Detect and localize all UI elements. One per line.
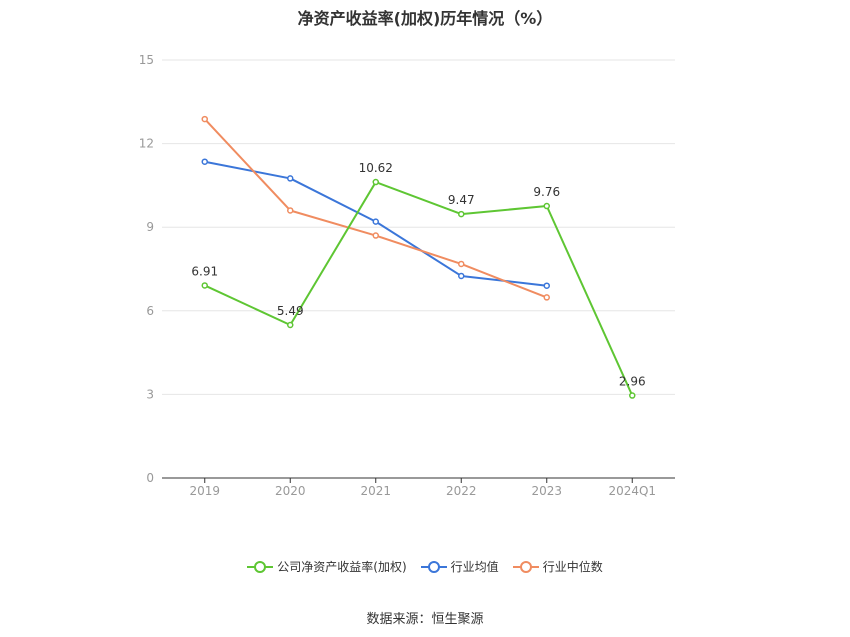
data-point [287,175,294,182]
data-point [458,210,465,218]
data-labels: 6.91 5.49 10.62 9.47 9.76 2.96 [191,161,645,388]
x-tick-label: 2020 [275,484,306,498]
x-tick-label: 2023 [531,484,562,498]
legend: 公司净资产收益率(加权) 行业均值 行业中位数 [0,558,850,575]
legend-item[interactable]: 行业中位数 [512,558,603,575]
data-label: 5.49 [277,304,304,318]
y-tick-label: 12 [139,137,154,151]
data-point [201,158,208,165]
legend-swatch-icon [512,560,539,573]
x-tick-label: 2019 [189,484,220,498]
legend-swatch-icon [420,560,447,573]
data-label: 6.91 [191,264,218,278]
data-label: 2.96 [619,375,646,389]
y-tick-label: 0 [146,471,154,485]
series-lines [201,115,636,399]
data-point [458,260,465,268]
legend-item[interactable]: 行业均值 [420,558,499,575]
data-point [372,178,379,186]
legend-item[interactable]: 公司净资产收益率(加权) [247,558,407,575]
y-tick-label: 3 [146,387,154,401]
data-point [201,115,208,123]
data-label: 10.62 [359,161,393,175]
y-tick-label: 9 [146,220,154,234]
x-tick-label: 2022 [446,484,477,498]
data-label: 9.47 [448,193,475,207]
data-point [543,294,550,301]
data-point [372,232,379,239]
data-point [201,282,208,289]
legend-label: 公司净资产收益率(加权) [277,560,407,574]
data-point [543,282,550,289]
chart-title: 净资产收益率(加权)历年情况（%） [297,9,553,28]
data-point [629,392,636,399]
legend-swatch-icon [247,560,274,573]
data-point [458,272,465,280]
series-line [204,118,548,299]
data-point [372,218,379,225]
grid-lines [162,59,675,395]
legend-label: 行业中位数 [542,560,603,574]
y-tick-label: 15 [139,53,154,67]
data-label: 9.76 [533,185,560,199]
legend-label: 行业均值 [450,560,499,574]
y-tick-label: 6 [146,304,154,318]
data-point [543,202,550,210]
series-line [204,181,634,396]
data-point [287,207,294,214]
axes: 0 3 6 9 12 15 2019 2020 2021 2022 2023 2024Q1 [139,53,675,498]
x-tick-label: 2021 [360,484,391,498]
x-tick-label: 2024Q1 [608,484,656,498]
data-source: 数据来源：恒生聚源 [366,612,484,627]
data-point [287,321,294,329]
